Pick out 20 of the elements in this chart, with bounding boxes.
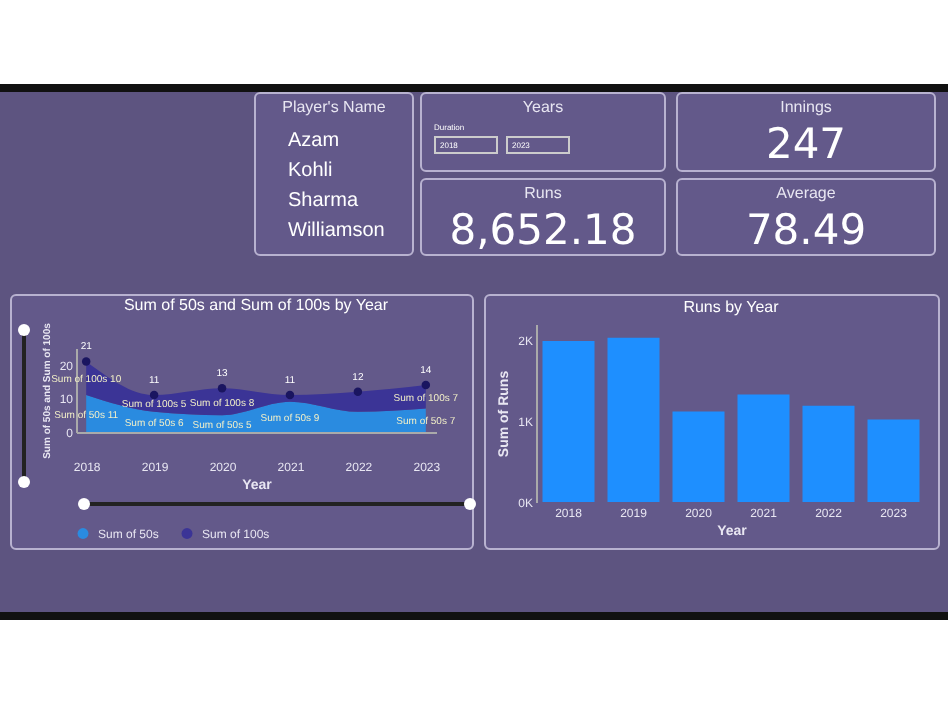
bar xyxy=(542,340,595,502)
text: Williamson xyxy=(288,218,387,246)
chart-title: Sum of 50s and Sum of 100s by Year xyxy=(123,296,389,315)
text: Kohli xyxy=(288,158,335,186)
bar xyxy=(802,405,855,502)
text: 8,652.18 xyxy=(447,206,639,254)
text: Average xyxy=(774,184,838,202)
bar xyxy=(607,337,660,502)
bar xyxy=(867,419,920,502)
text: Sharma xyxy=(288,188,361,216)
text: Innings xyxy=(778,98,834,116)
bar xyxy=(737,394,790,502)
text: Player's Name xyxy=(280,98,388,116)
text: 78.49 xyxy=(743,206,869,254)
chart-title: Runs by Year xyxy=(683,298,780,316)
text: Years xyxy=(520,98,566,116)
bar xyxy=(672,411,725,502)
text: Runs xyxy=(522,184,564,202)
text: Azam xyxy=(288,128,342,156)
text: 247 xyxy=(763,120,849,168)
